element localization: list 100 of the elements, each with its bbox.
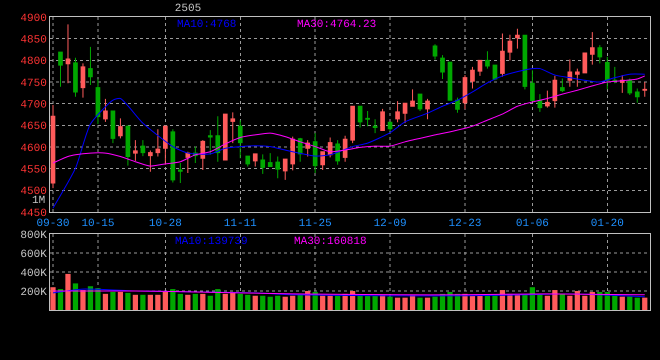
y-tick-label: 4600 <box>20 142 47 155</box>
bar <box>394 298 400 310</box>
candlestick <box>350 106 355 144</box>
bar <box>215 289 220 310</box>
candlestick <box>170 128 176 184</box>
x-tick-label: 12-23 <box>448 218 482 230</box>
line-series <box>52 75 646 167</box>
y-tick-label: 4550 <box>20 164 47 177</box>
candlestick <box>402 102 408 124</box>
candlestick <box>627 78 632 96</box>
bar <box>364 296 370 310</box>
candlestick <box>538 94 542 112</box>
candlestick <box>103 98 108 122</box>
candlestick <box>215 116 220 162</box>
candlestick <box>388 121 392 132</box>
candlestick <box>260 154 266 174</box>
y-tick-label: 4750 <box>20 78 47 90</box>
bar <box>432 296 438 310</box>
candlestick <box>290 136 296 171</box>
bar <box>275 296 280 310</box>
y-tick-label: 800K <box>20 230 48 242</box>
candlestick <box>597 44 602 64</box>
candlestick <box>156 128 160 158</box>
candlestick <box>590 32 595 66</box>
bar <box>604 292 610 310</box>
bar <box>560 294 565 310</box>
bar <box>387 296 393 310</box>
bar <box>544 296 550 310</box>
candlestick <box>372 118 378 134</box>
candlestick <box>425 98 430 120</box>
y-tick-label: 400K <box>20 268 48 280</box>
candlestick <box>642 82 648 98</box>
bar <box>552 290 558 310</box>
candlestick <box>462 74 468 110</box>
candlestick <box>58 52 63 88</box>
candlestick <box>268 152 273 167</box>
candlestick <box>508 34 512 61</box>
candlestick <box>492 64 498 81</box>
bar <box>530 287 536 310</box>
bar <box>192 294 198 310</box>
line-series <box>52 68 646 209</box>
bar <box>320 296 326 310</box>
candlestick <box>148 150 153 172</box>
bar <box>470 296 476 310</box>
x-tick-label: 01-20 <box>590 218 624 230</box>
y-tick-label: 4450 <box>20 208 47 220</box>
bar <box>252 296 258 310</box>
text: MA30:4764.23 <box>297 19 376 31</box>
candlestick <box>66 24 70 84</box>
bar <box>185 294 190 310</box>
bar <box>238 294 243 310</box>
candlestick <box>208 130 213 156</box>
bar <box>627 296 632 310</box>
bar <box>290 296 296 310</box>
text: MA10:4768 <box>177 19 236 31</box>
candlestick <box>380 108 385 132</box>
candlestick <box>448 62 452 101</box>
candlestick <box>163 126 168 166</box>
candlestick <box>552 75 558 108</box>
candlestick <box>312 132 318 174</box>
y-tick-label: 200K <box>20 286 48 299</box>
y-tick-label: 4800 <box>20 56 47 68</box>
bar <box>567 296 572 310</box>
candlestick <box>342 135 348 162</box>
bar <box>140 294 146 310</box>
candlestick <box>133 140 138 162</box>
candlestick <box>395 100 400 123</box>
candlestick <box>515 28 520 50</box>
candlestick <box>545 90 550 108</box>
candlestick <box>126 124 130 166</box>
bar <box>417 298 423 310</box>
bar <box>125 292 131 310</box>
bar <box>328 296 333 310</box>
bar <box>148 294 153 310</box>
candlestick <box>634 88 640 104</box>
y-tick-label: 4900 <box>20 12 47 25</box>
y-tick-label: 600K <box>20 248 48 261</box>
bar <box>282 296 288 310</box>
x-tick-label: 12-09 <box>374 218 407 230</box>
candlestick <box>252 153 258 167</box>
candlestick <box>96 78 100 125</box>
bar <box>178 294 183 310</box>
y-tick-label: 4700 <box>20 100 47 112</box>
candlestick <box>410 88 415 108</box>
bar <box>50 287 56 310</box>
candlestick <box>200 140 206 170</box>
candlestick <box>245 156 250 167</box>
bar <box>170 289 176 310</box>
candlestick <box>470 66 475 89</box>
candlestick <box>185 151 190 174</box>
candlestick <box>568 58 572 88</box>
bar <box>522 294 528 310</box>
candlestick <box>440 54 445 80</box>
bar <box>245 294 250 310</box>
bar <box>620 296 625 310</box>
bar <box>372 296 378 310</box>
candlestick <box>530 70 535 102</box>
candlestick <box>455 97 460 114</box>
bar <box>132 294 138 310</box>
candlestick <box>500 32 505 78</box>
